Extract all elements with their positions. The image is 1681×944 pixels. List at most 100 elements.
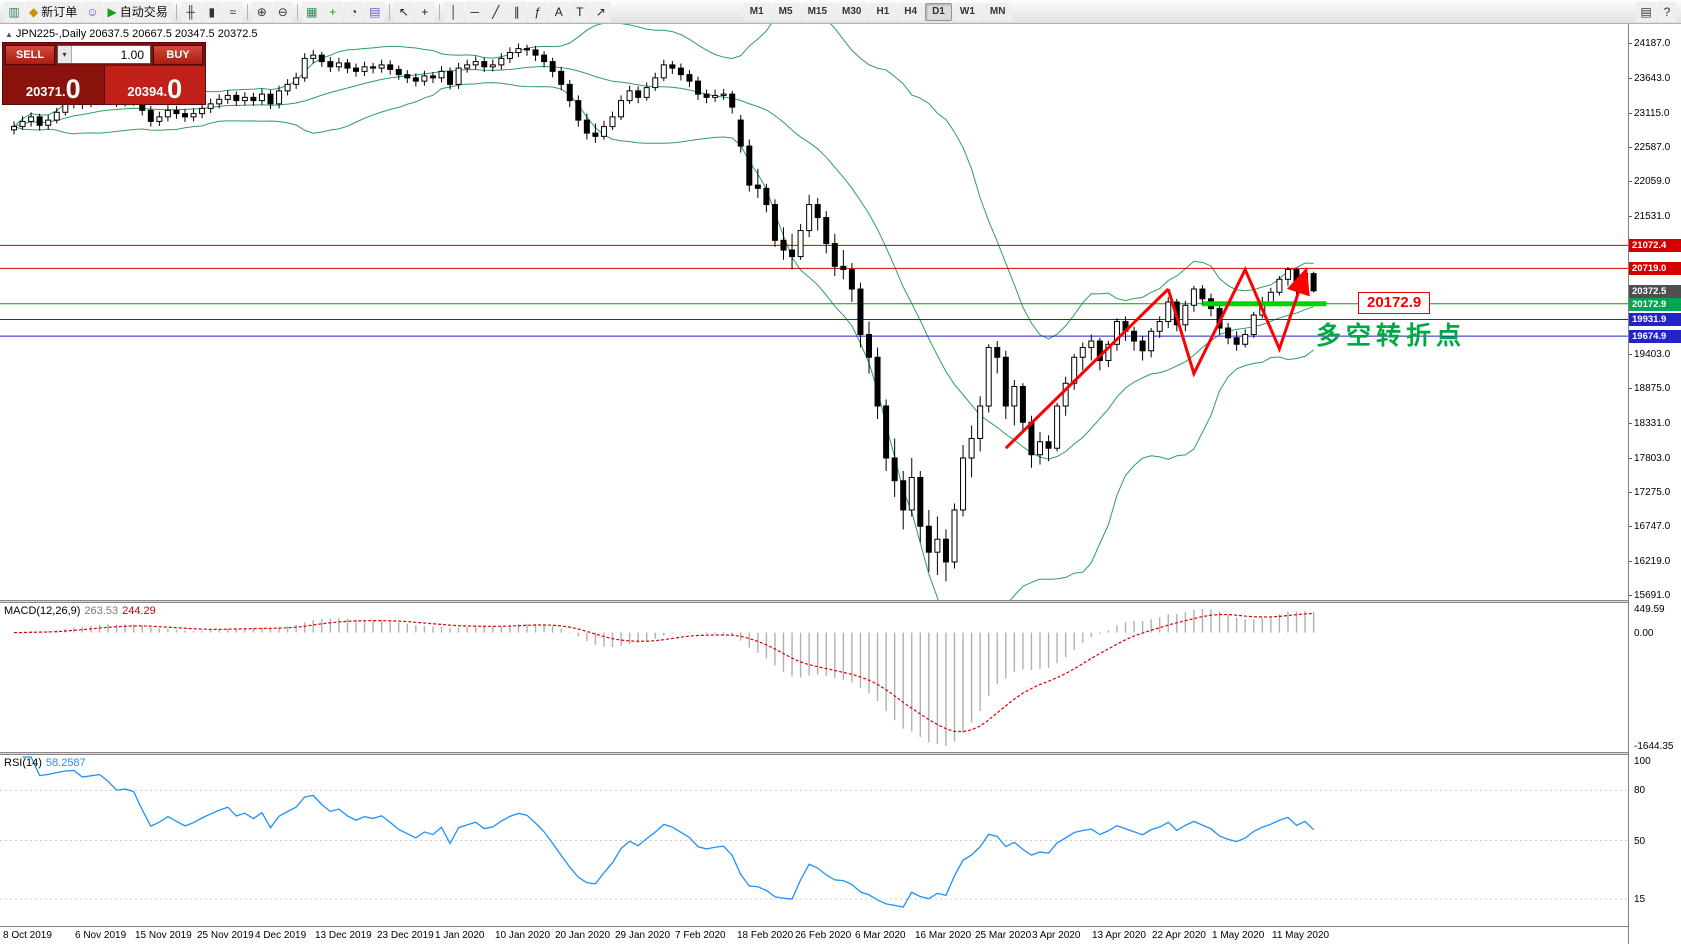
- price-axis-label: 18875.0: [1634, 383, 1671, 395]
- date-axis-label: 25 Mar 2020: [975, 930, 1032, 941]
- volume-dropdown-button[interactable]: ▾: [58, 46, 72, 63]
- zoom-out-button[interactable]: ⊖: [272, 1, 293, 22]
- macd-axis-label: 0.00: [1634, 627, 1654, 639]
- candle-body: [532, 49, 539, 56]
- channel-button[interactable]: ∥: [506, 1, 527, 22]
- candle-body: [62, 103, 69, 113]
- chart-line-mode-button[interactable]: ≈: [222, 1, 243, 22]
- timeframe-d1-button[interactable]: D1: [925, 2, 952, 21]
- candle-body: [241, 96, 248, 102]
- rsi-plot: [0, 756, 1628, 908]
- axis-tick: [1629, 78, 1632, 80]
- rsi-indicator-pane: RSI(14) 58.2587: [0, 755, 1628, 926]
- zigzag-annotation[interactable]: [1166, 265, 1310, 378]
- trend-line-annotation[interactable]: [1004, 287, 1170, 450]
- buy-button[interactable]: BUY: [153, 44, 203, 65]
- autotrading-button-label: 自动交易: [119, 5, 168, 19]
- candle-body: [695, 80, 701, 95]
- profile-button[interactable]: ☺: [82, 1, 103, 22]
- candle-body: [318, 54, 325, 63]
- candle-body: [464, 64, 471, 69]
- toolbar-separator: [296, 3, 298, 20]
- volume-input[interactable]: [72, 46, 150, 63]
- vertical-line-button[interactable]: │: [443, 1, 464, 22]
- turning-point-note[interactable]: 多空转折点: [1316, 321, 1467, 350]
- timeframe-m5-button[interactable]: M5: [771, 2, 800, 21]
- timeframe-h4-button[interactable]: H4: [897, 2, 925, 21]
- timeframe-w1-button[interactable]: W1: [952, 2, 982, 21]
- candle-body: [1088, 340, 1095, 349]
- cursor-button[interactable]: ↖: [393, 1, 414, 22]
- candle-body: [746, 145, 753, 186]
- date-axis-label: 3 Apr 2020: [1032, 930, 1081, 941]
- candle-body: [618, 100, 625, 118]
- sell-price-main: 20371.: [25, 84, 66, 99]
- sell-price-display[interactable]: 20371. 0: [3, 66, 105, 104]
- candle-body: [1139, 340, 1146, 352]
- fibonacci-button[interactable]: ƒ: [527, 1, 548, 22]
- price-axis-label: 16219.0: [1634, 555, 1671, 567]
- candle-body: [968, 437, 975, 459]
- zoom-in-button[interactable]: ⊕: [251, 1, 272, 22]
- autotrading-button[interactable]: ▶ 自动交易: [103, 1, 172, 22]
- chart-candles-mode-button[interactable]: ▮: [201, 1, 222, 22]
- candle-body: [344, 62, 351, 69]
- candle-body: [284, 83, 291, 92]
- indicators-button[interactable]: +: [322, 1, 343, 22]
- timeframe-mn-button[interactable]: MN: [982, 2, 1013, 21]
- candle-body: [164, 109, 171, 118]
- candle-body: [455, 67, 462, 85]
- collapse-triangle-icon: ▲: [5, 30, 13, 39]
- pane-resize-handle[interactable]: [0, 752, 1681, 755]
- chart-candles-mode-icon: ▮: [208, 4, 216, 19]
- chart-bars-mode-icon: ╫: [186, 4, 196, 19]
- candle-body: [53, 111, 60, 121]
- templates-button[interactable]: ▤: [364, 1, 385, 22]
- support-price-callout[interactable]: 20172.9: [1358, 291, 1431, 314]
- text-label-button[interactable]: T: [569, 1, 590, 22]
- candle-body: [258, 93, 265, 102]
- new-order-button[interactable]: ◆ 新订单: [25, 1, 82, 22]
- timeframe-m1-button[interactable]: M1: [742, 2, 771, 21]
- candle-body: [45, 119, 52, 126]
- horizontal-line-button[interactable]: ─: [464, 1, 485, 22]
- timeframe-m15-button[interactable]: M15: [800, 2, 835, 21]
- price-tag-21072.4: 21072.4: [1629, 239, 1681, 253]
- price-tag-20372.5: 20372.5: [1629, 284, 1681, 298]
- chart-plot-area[interactable]: [0, 24, 1628, 600]
- volume-control: ▾: [57, 45, 151, 64]
- date-axis-label: 10 Jan 2020: [495, 930, 551, 941]
- sell-price-big-digit: 0: [65, 74, 81, 105]
- candle-body: [994, 347, 1001, 358]
- candle-body: [917, 476, 924, 527]
- buy-price-main: 20394.: [127, 84, 168, 99]
- timeframe-h1-button[interactable]: H1: [869, 2, 897, 21]
- print-button[interactable]: ▤: [1636, 1, 1656, 22]
- crosshair-button[interactable]: +: [414, 1, 435, 22]
- price-axis-label: 18331.0: [1634, 418, 1671, 430]
- candle-body: [900, 480, 907, 511]
- text-button[interactable]: A: [548, 1, 569, 22]
- candle-body: [643, 87, 650, 98]
- candle-body: [626, 90, 633, 102]
- toolbar: ▥ ◆ 新订单 ☺ ▶ 自动交易 ╫ ▮ ≈ ⊕ ⊖ ▦ + ◔ ▤ ↖ + │ ─ ╱ ∥ ƒ A T ↗ M1 M5 M15 M30…: [0, 0, 1681, 24]
- pane-resize-handle[interactable]: [0, 600, 1681, 603]
- buy-price-display[interactable]: 20394. 0: [104, 66, 205, 104]
- chart-bars-mode-button[interactable]: ╫: [180, 1, 201, 22]
- periods-button[interactable]: ◔: [343, 1, 364, 22]
- sell-button[interactable]: SELL: [5, 44, 55, 65]
- help-button[interactable]: ?: [1657, 1, 1677, 22]
- new-chart-button[interactable]: ▥: [4, 1, 24, 22]
- trendline-button[interactable]: ╱: [485, 1, 506, 22]
- candle-body: [652, 77, 659, 89]
- tile-windows-button[interactable]: ▦: [301, 1, 322, 22]
- candle-body: [609, 116, 616, 128]
- price-axis-label: 21531.0: [1634, 210, 1671, 222]
- candle-body: [600, 126, 607, 137]
- new-chart-icon: ▥: [8, 4, 20, 19]
- candle-body: [712, 94, 719, 98]
- timeframe-m30-button[interactable]: M30: [835, 2, 869, 21]
- new-order-button-label: 新订单: [41, 5, 78, 19]
- arrows-button[interactable]: ↗: [590, 1, 611, 22]
